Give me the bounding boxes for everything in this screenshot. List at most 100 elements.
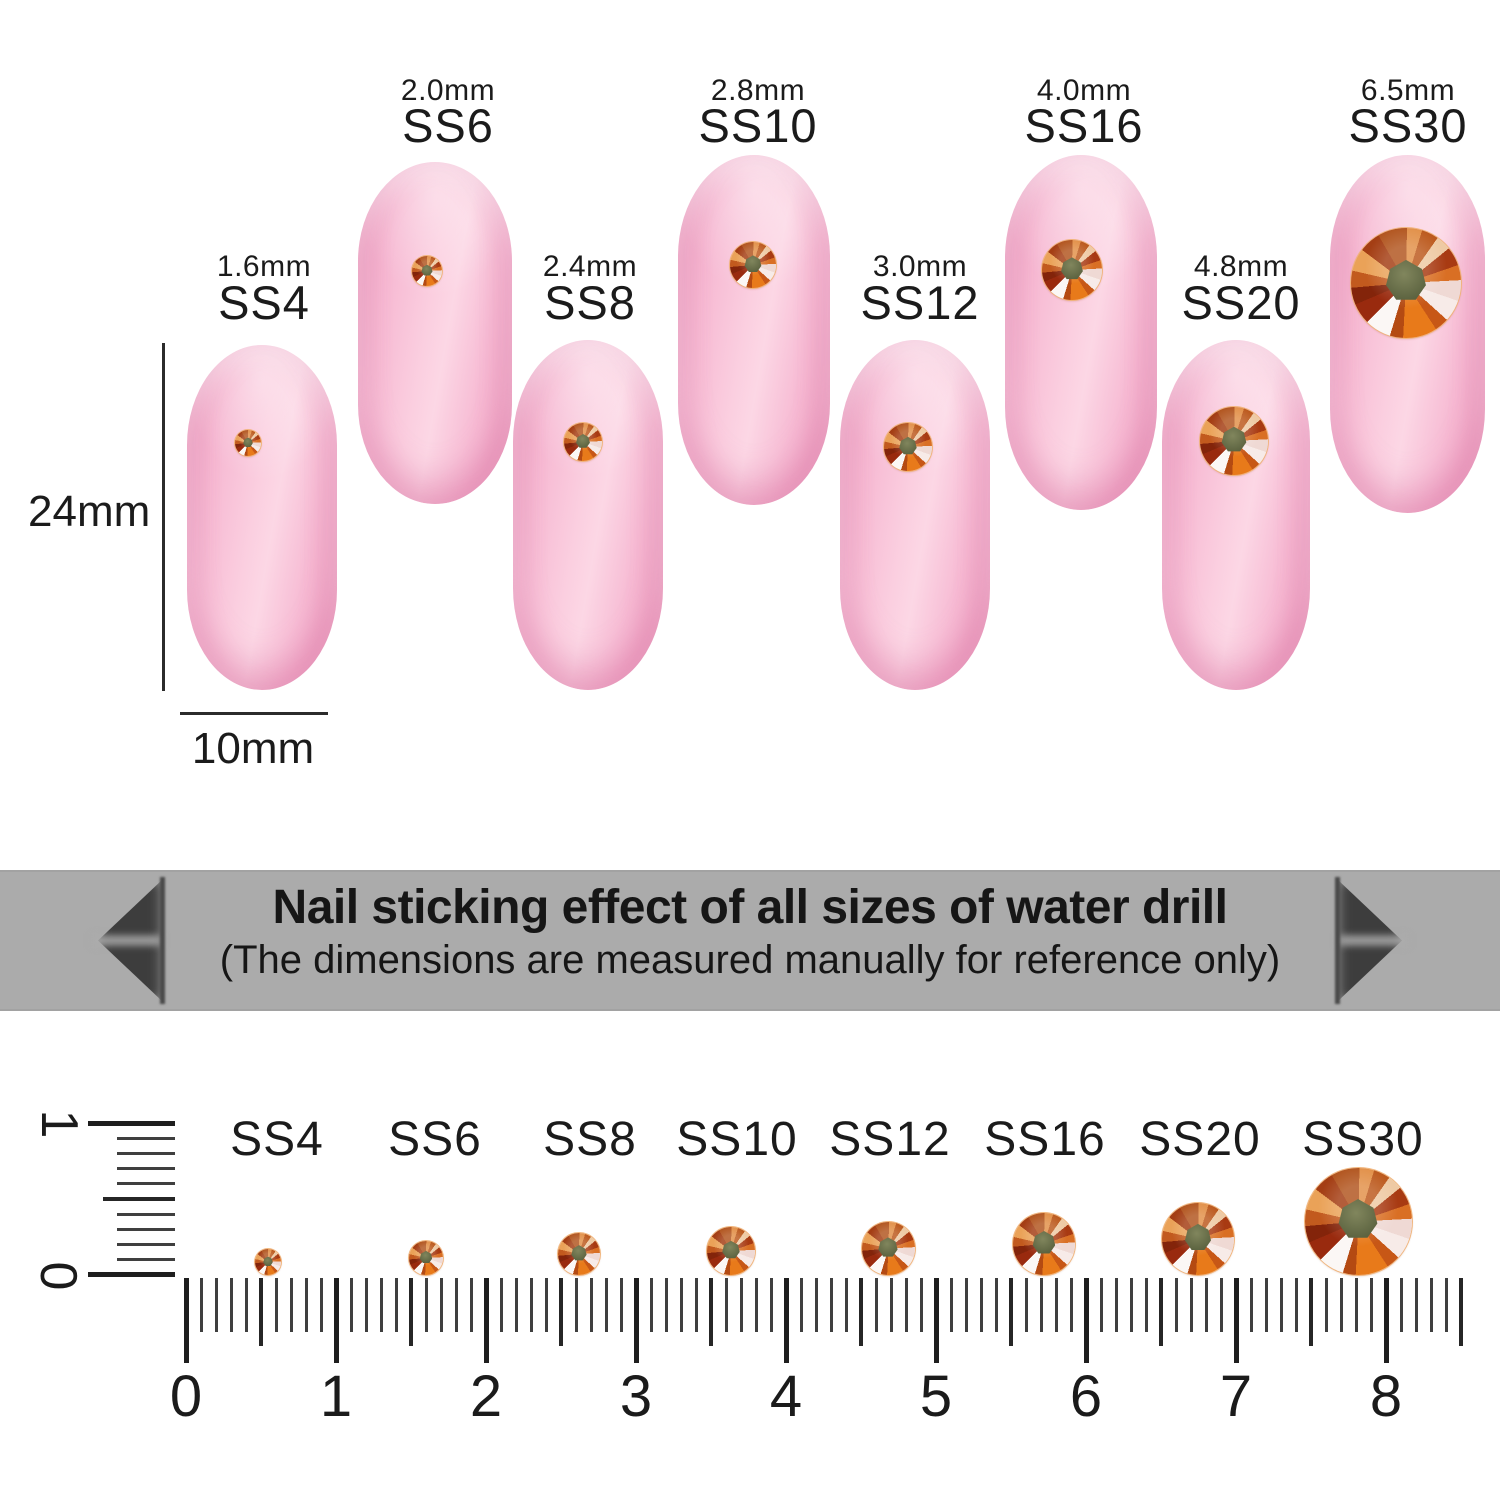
vertical-ruler-tick — [117, 1258, 175, 1261]
stone-core — [1033, 1231, 1056, 1254]
ruler-tick — [1070, 1278, 1073, 1332]
stone-core — [1386, 260, 1427, 301]
nail-ss16 — [1005, 155, 1157, 510]
size-label-ss-ss12: SS12 — [861, 279, 980, 326]
ruler-tick — [1415, 1278, 1418, 1332]
ruler-tick — [830, 1278, 833, 1332]
ruler-tick — [1234, 1278, 1239, 1363]
rhinestone-ss6 — [412, 256, 442, 286]
ruler-tick — [545, 1278, 548, 1332]
ruler-tick — [920, 1278, 923, 1332]
ruler-tick — [665, 1278, 668, 1332]
vertical-ruler-tick — [117, 1152, 175, 1155]
ruler-tick — [934, 1278, 939, 1363]
stone-core — [243, 438, 253, 448]
ruler-number-0: 0 — [170, 1368, 202, 1426]
stone-core — [1185, 1224, 1212, 1251]
ruler-tick — [725, 1278, 728, 1332]
actual-size-rhinestone-ss16 — [1013, 1213, 1075, 1275]
actual-size-label-ss30: SS30 — [1302, 1116, 1423, 1164]
ruler-tick — [1430, 1278, 1433, 1332]
ruler-tick — [1355, 1278, 1358, 1332]
rhinestone-ss4 — [235, 430, 261, 456]
ruler-tick — [800, 1278, 803, 1332]
vertical-ruler-number-1: 1 — [33, 1110, 85, 1139]
ruler-tick — [1459, 1278, 1463, 1346]
stone-core — [420, 1251, 433, 1264]
ruler-tick — [500, 1278, 503, 1332]
ruler-tick — [395, 1278, 398, 1332]
ruler-tick — [184, 1278, 189, 1363]
ruler-tick — [1384, 1278, 1389, 1363]
nail-ss8 — [513, 340, 663, 690]
ruler-tick — [1159, 1278, 1163, 1346]
actual-size-label-ss20: SS20 — [1139, 1116, 1260, 1164]
ruler-tick — [965, 1278, 968, 1332]
stone-core — [576, 434, 590, 448]
ruler-tick — [1280, 1278, 1283, 1332]
ruler-tick — [1325, 1278, 1328, 1332]
actual-size-rhinestone-ss12 — [862, 1222, 915, 1275]
stone-core — [421, 265, 432, 276]
nail-ss10 — [678, 155, 830, 505]
ruler-tick — [455, 1278, 458, 1332]
ruler-tick — [1025, 1278, 1028, 1332]
ruler-number-3: 3 — [620, 1368, 652, 1426]
ruler-tick — [470, 1278, 473, 1332]
ruler-tick — [1190, 1278, 1193, 1332]
ruler-tick — [634, 1278, 639, 1363]
ruler-tick — [440, 1278, 443, 1332]
ruler-tick — [1145, 1278, 1148, 1332]
ruler-number-5: 5 — [920, 1368, 952, 1426]
size-label-ss-ss4: SS4 — [218, 279, 310, 326]
width-marker-label: 10mm — [192, 727, 314, 771]
stone-core — [571, 1245, 587, 1261]
stone-core — [1338, 1199, 1378, 1239]
vertical-ruler-tick — [117, 1213, 175, 1216]
actual-size-rhinestone-ss10 — [707, 1227, 755, 1275]
ruler-tick — [290, 1278, 293, 1332]
stone-core — [878, 1237, 898, 1257]
size-label-ss-ss20: SS20 — [1182, 279, 1301, 326]
nail-ss4 — [187, 345, 337, 690]
ruler-tick — [559, 1278, 563, 1346]
vertical-ruler-tick — [103, 1197, 175, 1201]
ruler-tick — [1175, 1278, 1178, 1332]
ruler-number-1: 1 — [320, 1368, 352, 1426]
rhinestone-ss16 — [1042, 240, 1102, 300]
ruler-tick — [1400, 1278, 1403, 1332]
vertical-ruler-number-0: 0 — [32, 1262, 84, 1291]
ruler-number-6: 6 — [1070, 1368, 1102, 1426]
actual-size-rhinestone-ss4 — [255, 1249, 281, 1275]
ruler-tick — [770, 1278, 773, 1332]
ruler-tick — [995, 1278, 998, 1332]
rhinestone-ss10 — [730, 242, 776, 288]
ruler-tick — [890, 1278, 893, 1332]
vertical-ruler-tick — [88, 1272, 175, 1277]
banner-subtitle: (The dimensions are measured manually fo… — [0, 938, 1500, 982]
size-label-ss-ss8: SS8 — [544, 279, 636, 326]
vertical-ruler-tick — [117, 1167, 175, 1170]
size-label-ss-ss16: SS16 — [1025, 102, 1144, 149]
ruler-tick — [980, 1278, 983, 1332]
rhinestone-ss20 — [1200, 407, 1268, 475]
ruler-tick — [275, 1278, 278, 1332]
ruler-tick — [259, 1278, 263, 1346]
width-marker-line — [180, 712, 328, 715]
vertical-ruler-tick — [88, 1121, 175, 1126]
banner: Nail sticking effect of all sizes of wat… — [0, 870, 1500, 1011]
ruler-tick — [709, 1278, 713, 1346]
stone-core — [1221, 427, 1246, 452]
ruler-tick — [484, 1278, 489, 1363]
rhinestone-ss30 — [1351, 228, 1461, 338]
ruler-tick — [230, 1278, 233, 1332]
ruler-tick — [575, 1278, 578, 1332]
nail-rhinestone-size-infographic: 24mm 10mm Nail sticking effect of all si… — [0, 0, 1500, 1500]
vertical-ruler-tick — [117, 1228, 175, 1231]
ruler-tick — [305, 1278, 308, 1332]
ruler-tick — [365, 1278, 368, 1332]
height-marker-label: 24mm — [28, 490, 150, 534]
stone-core — [722, 1241, 740, 1259]
ruler-tick — [695, 1278, 698, 1332]
rhinestone-ss8 — [564, 423, 602, 461]
